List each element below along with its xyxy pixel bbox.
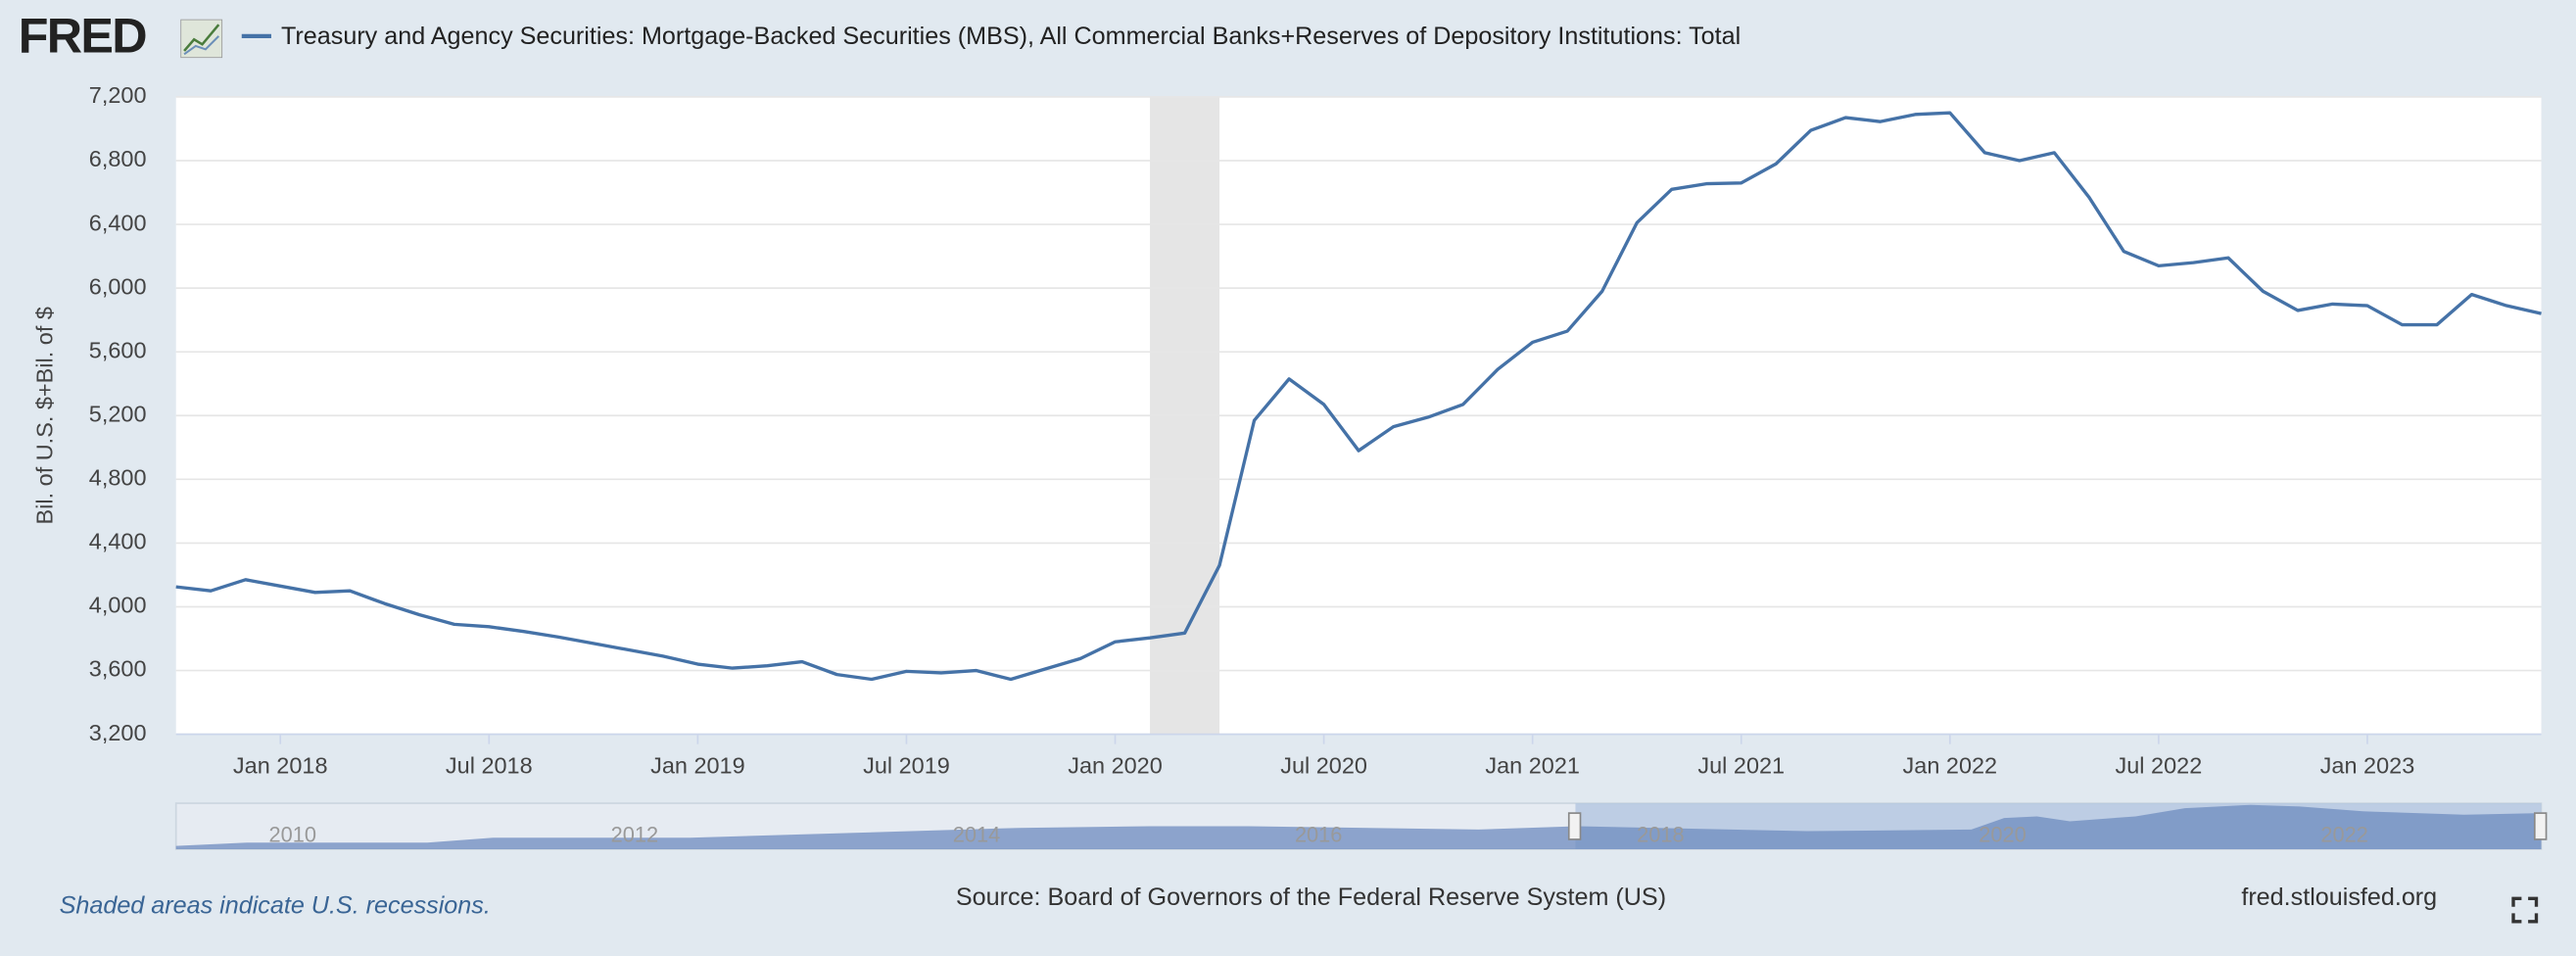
navigator-handle[interactable]: [2533, 812, 2548, 840]
y-tick-label: 5,600: [89, 337, 147, 362]
y-tick-label: 6,400: [89, 210, 147, 235]
y-axis-label: Bil. of U.S. $+Bil. of $: [31, 307, 57, 524]
navigator-label: 2014: [953, 822, 1001, 846]
y-tick-label: 3,600: [89, 656, 147, 682]
x-tick-label: Jan 2022: [1903, 752, 1998, 778]
navigator-label: 2016: [1295, 822, 1343, 846]
source: Source: Board of Governors of the Federa…: [956, 884, 1666, 911]
navigator-label: 2010: [269, 822, 317, 846]
y-tick-label: 4,000: [89, 593, 147, 618]
y-tick-label: 6,800: [89, 146, 147, 171]
y-tick-label: 4,800: [89, 465, 147, 491]
x-tick-label: Jan 2019: [650, 752, 745, 778]
y-tick-label: 4,400: [89, 529, 147, 554]
x-tick-label: Jan 2023: [2320, 752, 2415, 778]
y-tick-label: 5,200: [89, 401, 147, 426]
navigator-label: 2012: [611, 822, 659, 846]
legend-label: Treasury and Agency Securities: Mortgage…: [281, 23, 1741, 50]
navigator-label: 2022: [2320, 822, 2368, 846]
x-tick-label: Jul 2020: [1280, 752, 1367, 778]
x-tick-label: Jul 2018: [446, 752, 533, 778]
x-tick-label: Jul 2019: [863, 752, 950, 778]
y-tick-label: 6,000: [89, 273, 147, 299]
navigator-handle[interactable]: [1567, 812, 1582, 840]
x-tick-label: Jul 2022: [2116, 752, 2203, 778]
navigator-label: 2020: [1979, 822, 2027, 846]
y-tick-label: 7,200: [89, 82, 147, 108]
series-line: [175, 111, 2542, 682]
logo[interactable]: FRED: [19, 8, 148, 64]
y-tick-label: 3,200: [89, 720, 147, 745]
x-tick-label: Jan 2018: [233, 752, 328, 778]
navigator: [174, 802, 2548, 850]
navigator-label: 2018: [1637, 822, 1684, 846]
site[interactable]: fred.stlouisfed.org: [2241, 884, 2437, 911]
x-tick-label: Jul 2021: [1697, 752, 1785, 778]
x-tick-label: Jan 2020: [1068, 752, 1163, 778]
logo-icon: [180, 19, 223, 59]
navigator-labels: 2010 2012 2014 2016 2018 2020 2022: [269, 822, 2368, 846]
navigator-area: [175, 804, 2542, 849]
recession-note: Shaded areas indicate U.S. recessions.: [60, 891, 491, 919]
x-tick-label: Jan 2021: [1485, 752, 1580, 778]
plot: 3,200 3,600 4,000 4,400 4,800 5,200 5,600 6,000…: [89, 82, 2542, 778]
fullscreen-icon[interactable]: [2511, 896, 2539, 924]
